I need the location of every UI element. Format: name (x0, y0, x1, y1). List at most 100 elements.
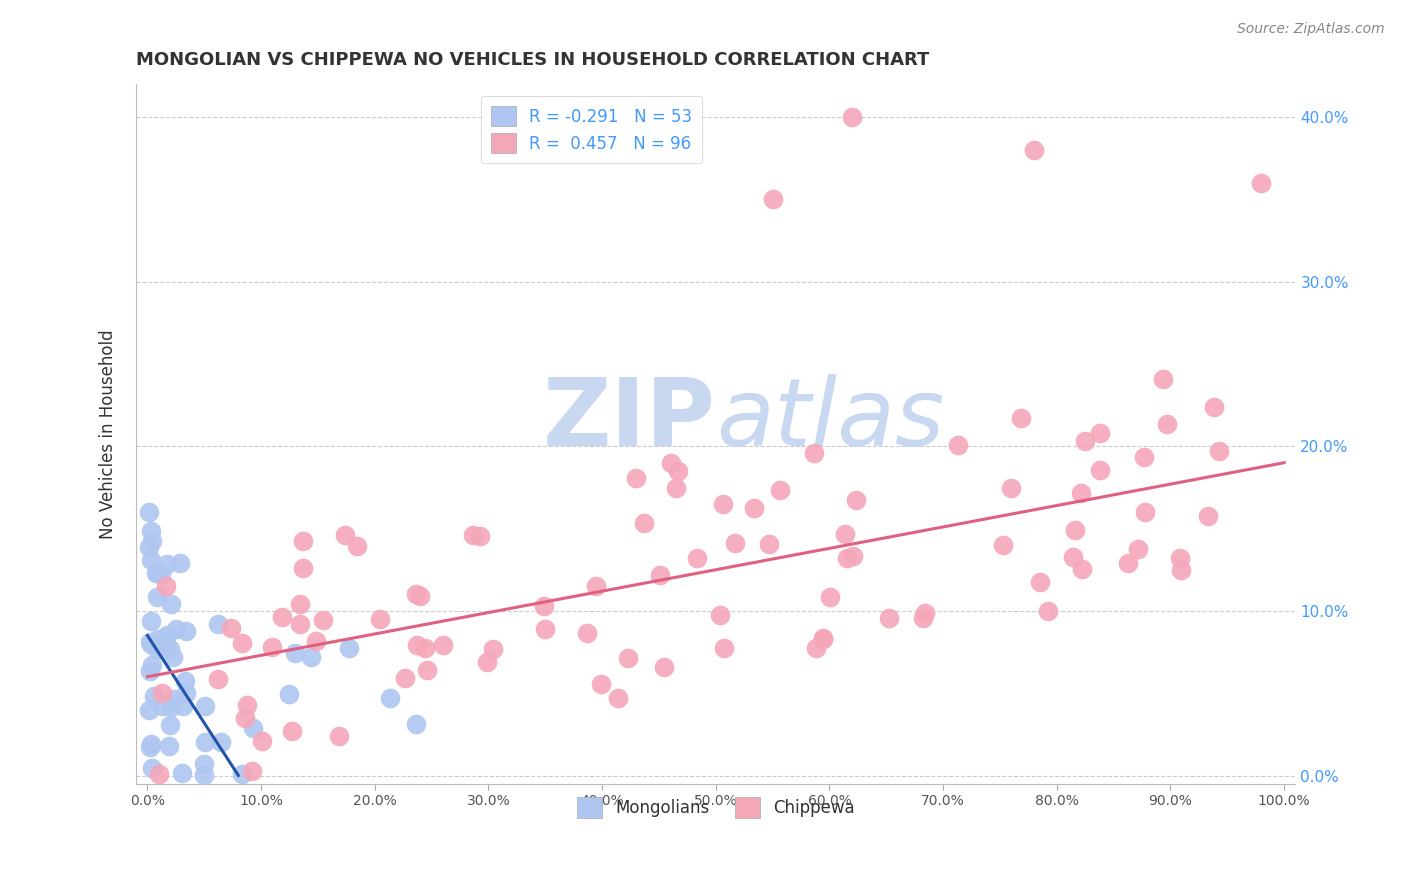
Point (769, 483, 792, 497)
Text: Source: ZipAtlas.com: Source: ZipAtlas.com (1237, 22, 1385, 37)
Point (139, 665, 162, 679)
Point (139, 737, 162, 751)
Point (1126, 541, 1149, 556)
Point (1073, 434, 1095, 448)
Point (141, 553, 163, 567)
Point (138, 703, 160, 717)
Point (172, 699, 194, 714)
Point (405, 717, 427, 731)
Point (333, 528, 356, 542)
Point (1088, 426, 1111, 441)
Point (337, 640, 360, 655)
Point (1132, 450, 1154, 464)
Point (156, 628, 179, 642)
Point (666, 464, 689, 478)
Point (463, 528, 485, 542)
Point (143, 689, 166, 703)
Point (845, 492, 868, 507)
Point (288, 616, 311, 631)
Point (193, 768, 215, 782)
Point (1116, 556, 1139, 570)
Point (394, 672, 416, 686)
Point (145, 566, 167, 580)
Point (1038, 604, 1060, 618)
Point (1000, 482, 1022, 496)
Point (174, 624, 197, 638)
Point (209, 735, 232, 749)
Point (1202, 400, 1225, 414)
Point (837, 550, 859, 565)
Point (834, 526, 856, 541)
Point (482, 641, 505, 656)
Point (139, 524, 162, 539)
Point (575, 626, 598, 640)
Point (811, 631, 834, 645)
Point (711, 497, 734, 511)
Point (236, 698, 259, 712)
Point (1250, 176, 1272, 190)
Point (811, 632, 834, 646)
Point (141, 761, 163, 775)
Point (659, 456, 682, 470)
Point (299, 650, 322, 665)
Point (1029, 574, 1052, 589)
Point (292, 561, 315, 575)
Point (155, 637, 177, 651)
Point (207, 672, 229, 686)
Point (533, 622, 555, 636)
Point (284, 646, 307, 660)
Point (260, 640, 283, 654)
Point (160, 700, 183, 714)
Point (231, 636, 253, 650)
Point (146, 566, 169, 580)
Text: MONGOLIAN VS CHIPPEWA NO VEHICLES IN HOUSEHOLD CORRELATION CHART: MONGOLIAN VS CHIPPEWA NO VEHICLES IN HOU… (136, 51, 929, 69)
Point (1197, 509, 1219, 524)
Point (156, 557, 179, 571)
Point (1062, 549, 1084, 564)
Point (139, 634, 162, 648)
Point (291, 533, 314, 548)
Point (146, 632, 169, 647)
Point (709, 608, 731, 623)
Point (174, 686, 197, 700)
Point (194, 735, 217, 749)
Point (1133, 505, 1156, 519)
Point (713, 640, 735, 655)
Point (912, 611, 935, 625)
Point (173, 674, 195, 689)
Y-axis label: No Vehicles in Household: No Vehicles in Household (100, 329, 117, 539)
Point (804, 640, 827, 655)
Point (141, 637, 163, 651)
Point (1070, 485, 1092, 500)
Point (159, 718, 181, 732)
Point (155, 579, 177, 593)
Text: atlas: atlas (716, 375, 943, 466)
Point (762, 192, 785, 206)
Point (162, 649, 184, 664)
Point (305, 633, 328, 648)
Point (606, 691, 628, 706)
Point (1088, 463, 1111, 477)
Point (758, 537, 780, 551)
Point (533, 599, 555, 613)
Point (150, 566, 173, 581)
Point (1152, 372, 1174, 386)
Point (406, 638, 429, 652)
Point (346, 539, 368, 553)
Point (652, 659, 675, 673)
Point (163, 692, 186, 706)
Point (409, 589, 432, 603)
Point (231, 766, 253, 780)
Point (138, 540, 160, 554)
Point (157, 739, 180, 753)
Point (141, 614, 163, 628)
Point (146, 590, 169, 604)
Point (138, 505, 160, 519)
Point (146, 642, 169, 657)
Point (141, 658, 163, 673)
Point (1022, 143, 1045, 157)
Text: ZIP: ZIP (543, 374, 716, 466)
Point (686, 551, 709, 566)
Point (165, 622, 187, 636)
Point (475, 655, 498, 669)
